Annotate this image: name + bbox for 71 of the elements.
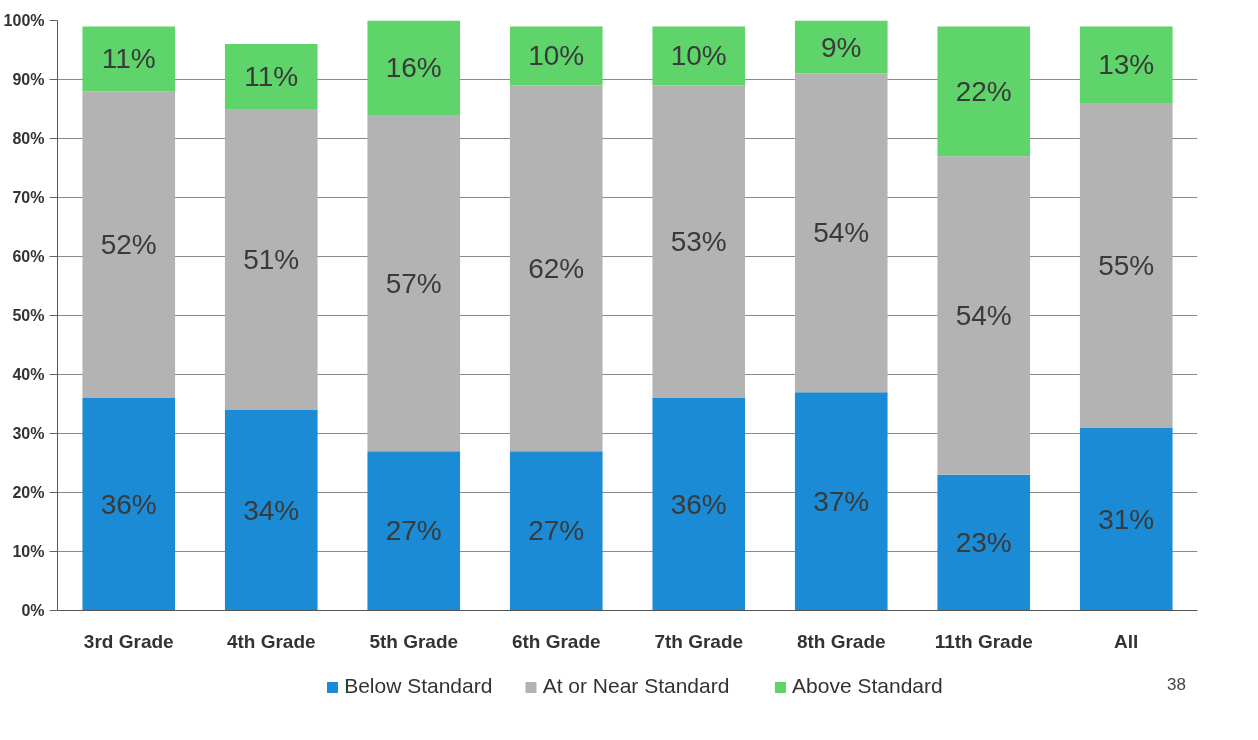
x-tick-label: 4th Grade xyxy=(226,630,316,652)
bar xyxy=(509,451,603,611)
bar xyxy=(652,26,746,86)
bar xyxy=(224,409,318,611)
bar xyxy=(509,26,603,86)
bar xyxy=(367,451,461,611)
x-tick-label: 11th Grade xyxy=(934,630,1033,652)
data-label: 27% xyxy=(528,515,585,547)
legend-label: At or Near Standard xyxy=(542,674,730,697)
data-label: 55% xyxy=(1098,249,1155,281)
bar xyxy=(937,26,1031,157)
bar xyxy=(1079,26,1173,104)
bar xyxy=(652,398,746,611)
y-tick-label: 60% xyxy=(12,248,45,265)
y-tick-label: 70% xyxy=(12,189,45,206)
legend-label: Above Standard xyxy=(792,674,943,697)
data-label: 11% xyxy=(101,43,156,75)
data-label: 31% xyxy=(1098,503,1155,535)
data-label: 9% xyxy=(821,31,862,63)
data-label: 54% xyxy=(955,300,1012,331)
y-tick-label: 20% xyxy=(12,484,45,501)
bar xyxy=(1079,427,1173,611)
bar xyxy=(1079,103,1173,428)
y-tick-label: 90% xyxy=(12,71,45,88)
y-tick-label: 40% xyxy=(12,366,45,383)
bar xyxy=(652,85,746,399)
x-tick-label: 6th Grade xyxy=(511,630,601,652)
bar xyxy=(937,474,1031,611)
data-label: 22% xyxy=(955,75,1012,107)
bar xyxy=(794,20,888,74)
bar xyxy=(794,392,888,611)
bar xyxy=(82,91,176,399)
bar xyxy=(224,109,318,410)
data-label: 37% xyxy=(813,485,870,517)
bar xyxy=(509,85,603,452)
x-tick-label: 5th Grade xyxy=(369,630,459,652)
data-label: 51% xyxy=(243,243,300,275)
data-label: 27% xyxy=(385,515,442,547)
data-label: 10% xyxy=(528,40,585,72)
y-tick-label: 10% xyxy=(12,543,45,560)
y-tick-label: 50% xyxy=(12,307,45,324)
x-tick-label: All xyxy=(1114,630,1139,652)
x-tick-label: 3rd Grade xyxy=(83,630,174,652)
data-label: 11% xyxy=(244,61,299,93)
data-label: 53% xyxy=(670,226,727,258)
data-label: 62% xyxy=(528,252,585,284)
bar xyxy=(82,26,176,92)
data-label: 10% xyxy=(670,40,727,72)
y-tick-label: 0% xyxy=(21,602,45,619)
x-tick-label: 7th Grade xyxy=(654,630,744,652)
y-tick-label: 80% xyxy=(12,130,45,147)
data-label: 52% xyxy=(100,229,157,261)
data-label: 13% xyxy=(1098,49,1155,81)
data-label: 54% xyxy=(813,217,870,249)
bar xyxy=(224,44,318,109)
bar xyxy=(82,398,176,611)
data-label: 16% xyxy=(385,52,442,84)
bar xyxy=(367,20,461,115)
data-label: 36% xyxy=(100,488,157,520)
y-tick-label: 100% xyxy=(3,12,45,29)
data-label: 23% xyxy=(955,527,1012,559)
bar xyxy=(937,156,1031,475)
bar xyxy=(794,73,888,393)
x-tick-label: 8th Grade xyxy=(796,630,886,652)
legend-label: Below Standard xyxy=(344,674,493,697)
data-label: 34% xyxy=(243,494,300,526)
data-label: 57% xyxy=(385,267,442,299)
bar xyxy=(367,114,461,452)
data-label: 36% xyxy=(670,488,727,520)
text: 38 xyxy=(1166,674,1186,694)
y-tick-label: 30% xyxy=(12,425,45,442)
